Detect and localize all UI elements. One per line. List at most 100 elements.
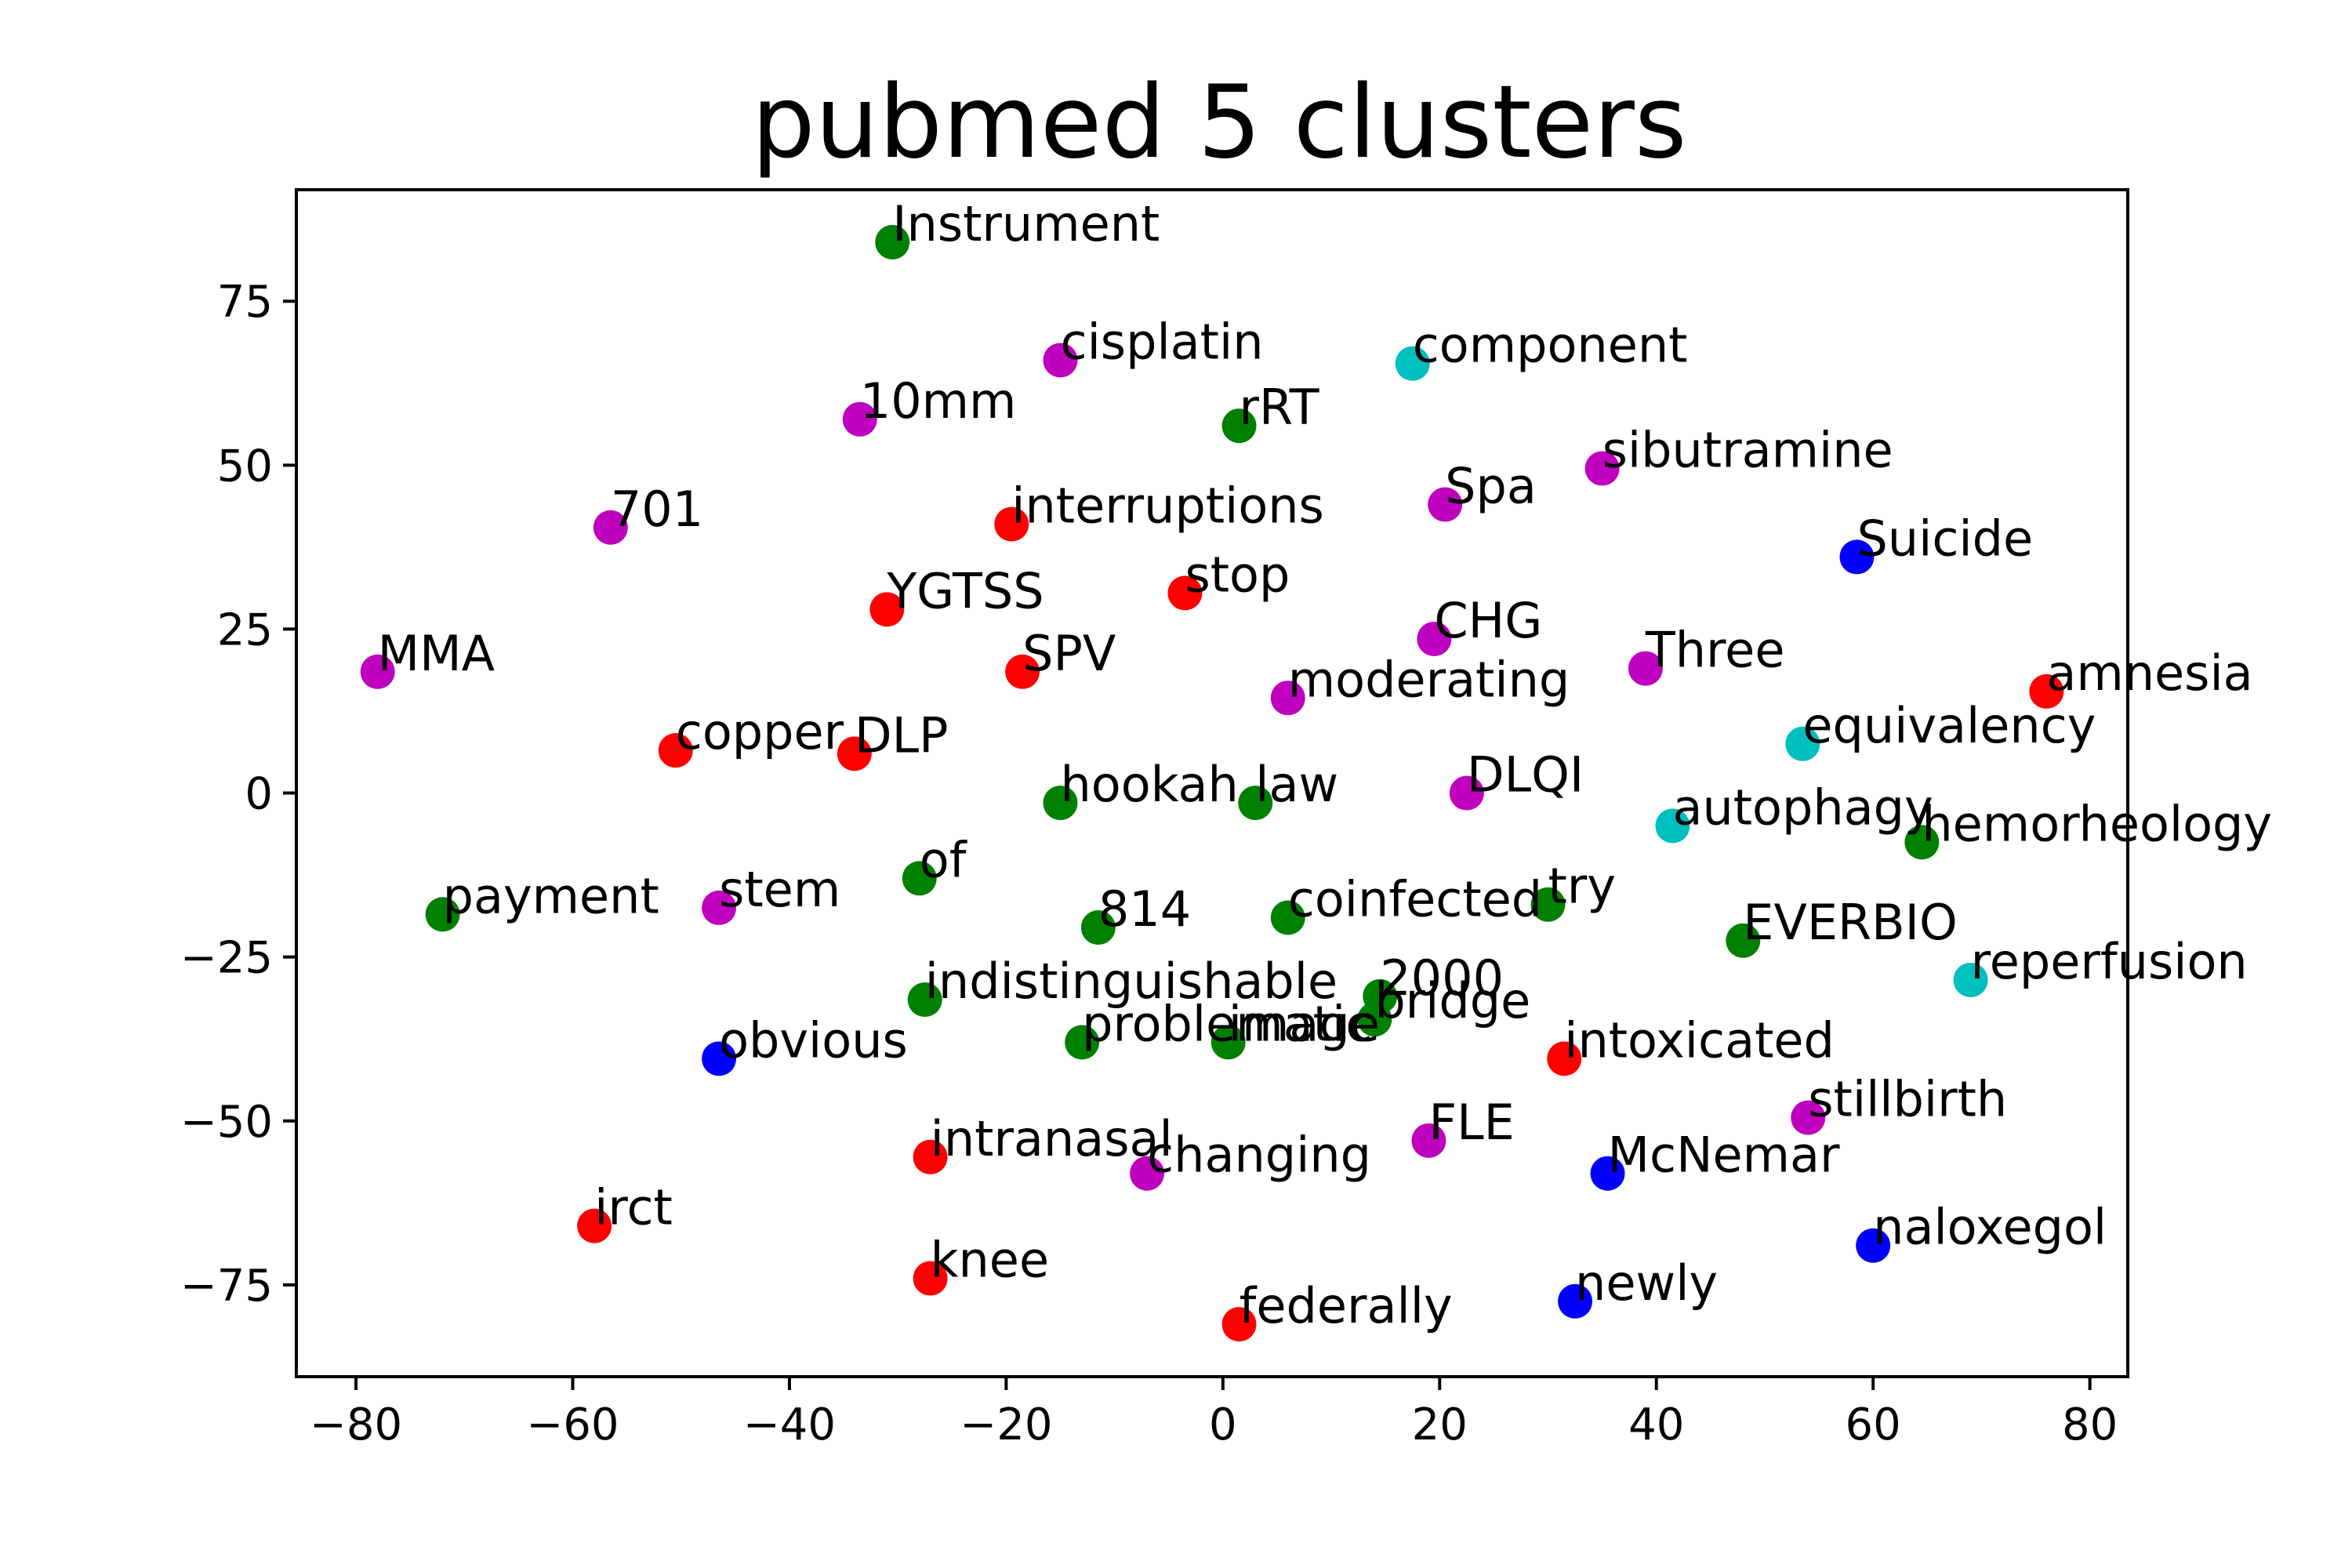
point-label: Suicide [1857,510,2033,567]
data-point [1904,825,1940,860]
x-tick-label: −60 [526,1399,619,1450]
point-label: intoxicated [1564,1011,1835,1069]
x-tick-label: 40 [1628,1399,1684,1450]
data-point [1791,1100,1826,1135]
point-label: 701 [611,481,703,538]
data-point [1428,487,1463,522]
point-label: MMA [378,625,495,682]
data-points [360,224,2064,1342]
data-point [994,506,1029,542]
data-point [1395,346,1430,381]
data-point [875,224,910,260]
point-label: knee [931,1232,1050,1289]
data-point [1270,681,1305,716]
point-label: stem [719,861,840,918]
data-point [1558,1283,1593,1319]
point-label: bridge [1374,972,1530,1029]
point-label: Three [1645,622,1785,679]
data-point [1547,1041,1582,1076]
x-tick-label: 0 [1209,1399,1237,1450]
point-label: CHG [1434,592,1542,649]
x-tick-label: 60 [1846,1399,1901,1450]
point-label: intranasal [931,1110,1173,1167]
chart-title: pubmed 5 clusters [751,64,1686,181]
y-tick-label: −25 [180,933,273,984]
point-label: reperfusion [1971,933,2248,990]
point-label: hookah [1060,756,1238,813]
data-point [1584,451,1620,486]
data-point [593,510,628,545]
point-label: of [920,831,968,888]
point-label: try [1548,858,1616,915]
point-label: interruptions [1011,477,1324,535]
x-tick-label: −80 [310,1399,402,1450]
x-tick-label: 80 [2062,1399,2118,1450]
point-labels: Instrument cisplatin component 10mm rRT sibut… [378,195,2272,1334]
data-point [1080,910,1116,946]
point-label: equivalency [1802,697,2096,754]
data-point [1238,786,1273,821]
point-label: copper [676,703,844,760]
point-label: problematic [1082,995,1372,1052]
data-point [869,592,905,627]
point-label: YGTSS [886,562,1044,619]
data-point [837,736,872,771]
plot-area-frame [295,188,2129,1378]
data-point [1043,343,1078,378]
point-label: changing [1147,1127,1371,1184]
data-point [902,861,937,896]
point-label: DLQI [1467,746,1584,804]
data-point [2029,673,2064,709]
data-point [1221,408,1257,444]
y-tick-label: 0 [245,769,273,820]
data-point [842,401,877,437]
point-label: 10mm [860,372,1017,430]
data-point [1005,654,1040,689]
data-point [1449,775,1484,811]
data-point [1221,1307,1257,1342]
point-label: coinfected [1288,870,1542,927]
data-point [1130,1156,1165,1191]
point-label: FLE [1428,1094,1514,1151]
y-axis: −75 −50 −25 0 25 50 75 [180,277,296,1312]
data-point [1270,900,1305,935]
point-label: sibutramine [1602,421,1893,478]
x-tick-label: 20 [1412,1399,1468,1450]
data-point [1953,962,1988,997]
point-label: payment [443,867,659,924]
point-label: Instrument [892,195,1160,252]
data-point [1839,539,1875,575]
data-point [577,1208,612,1243]
point-label: federally [1240,1277,1453,1334]
point-label: 2000 [1380,949,1504,1007]
data-point [658,733,693,768]
point-label: EVERBIO [1743,894,1957,951]
data-point [1417,621,1452,656]
point-label: irct [594,1179,673,1236]
data-point [1210,1025,1246,1060]
x-axis: −80 −60 −40 −20 0 20 40 60 80 [310,1377,2118,1450]
data-point [1628,651,1663,686]
point-label: SPV [1022,625,1116,682]
point-label: rRT [1240,379,1320,436]
point-label: law [1255,756,1338,813]
data-point [1590,1156,1625,1191]
data-point [360,654,395,689]
data-point [702,890,737,925]
y-tick-label: 25 [217,604,273,655]
point-label: image [1229,995,1380,1052]
x-tick-label: −20 [960,1399,1052,1450]
point-label: amnesia [2046,644,2252,702]
point-label: indistinguishable [925,953,1338,1010]
y-tick-label: −50 [180,1097,273,1148]
point-label: cisplatin [1060,313,1263,370]
data-point [907,982,942,1018]
point-label: stop [1185,546,1290,603]
point-label: obvious [719,1011,908,1069]
data-point [913,1261,948,1296]
data-point [702,1041,737,1076]
data-point [1856,1228,1891,1263]
data-point [913,1139,948,1174]
data-point [1655,808,1690,844]
